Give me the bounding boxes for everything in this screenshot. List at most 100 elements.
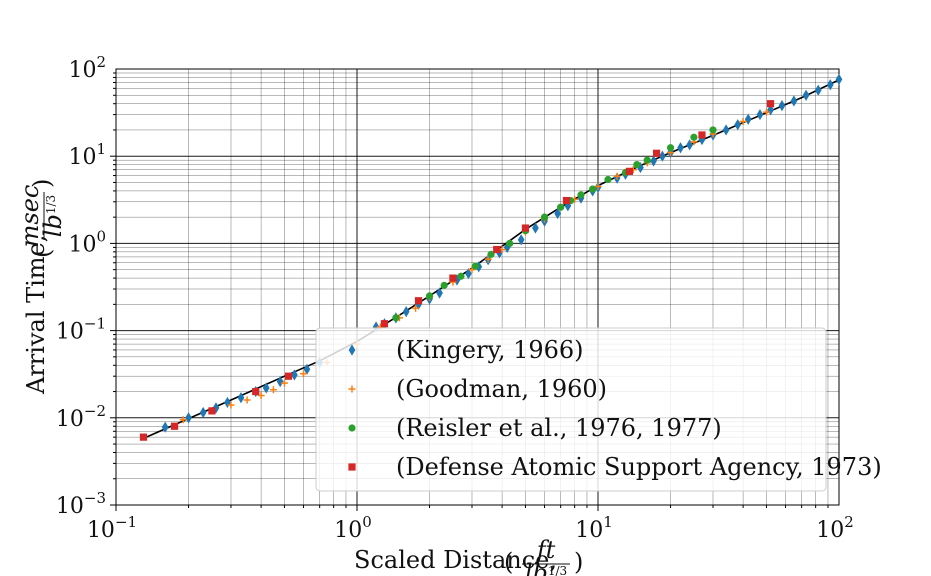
unit-numerator: msec (16, 185, 44, 248)
y-tick-label: 102 (68, 53, 106, 83)
data-point (440, 281, 448, 289)
data-point (161, 421, 169, 433)
data-point (412, 304, 420, 312)
data-point (487, 250, 495, 258)
data-point (604, 175, 612, 184)
data-point (199, 406, 207, 419)
data-point (557, 203, 565, 211)
legend-marker (348, 424, 356, 432)
legend: (Kingery, 1966) (Goodman, 1960) (Reisler e… (315, 327, 882, 492)
legend-label: (Reisler et al., 1976, 1977) (396, 414, 722, 442)
x-tick-label: 100 (334, 513, 372, 543)
data-point (269, 386, 277, 394)
legend-box (315, 327, 827, 492)
x-axis-title: Scaled Distance, (354, 546, 557, 574)
data-point (778, 100, 786, 112)
data-point (666, 144, 675, 152)
data-point (643, 156, 651, 164)
data-point (243, 396, 251, 404)
paren-open: ( (504, 548, 513, 576)
data-point (589, 185, 597, 193)
paren-close: ) (574, 548, 583, 576)
data-point (766, 100, 775, 108)
data-point (633, 161, 641, 169)
data-point (402, 306, 410, 318)
data-point (709, 126, 717, 134)
data-point (449, 274, 457, 282)
data-point (762, 108, 770, 116)
y-tick-label: 101 (68, 140, 106, 170)
data-point (139, 433, 148, 441)
unit-denominator: lb1/3 (525, 559, 567, 576)
axis-ticks (110, 72, 829, 511)
data-point (300, 370, 308, 378)
data-point (652, 149, 661, 157)
data-point (291, 369, 298, 381)
series-3 (139, 100, 775, 441)
data-point (493, 245, 501, 254)
data-point (790, 95, 798, 107)
x-tick-label: 102 (816, 513, 854, 543)
data-point (625, 167, 634, 175)
data-point (392, 314, 400, 322)
data-point (532, 222, 539, 234)
data-point (468, 266, 476, 274)
data-point (594, 182, 602, 190)
data-point (613, 172, 621, 180)
data-point (734, 119, 742, 131)
y-tick-label: 10−1 (56, 315, 106, 345)
paren-open: ( (28, 249, 56, 258)
data-point (208, 407, 216, 415)
legend-marker (348, 344, 356, 356)
data-point (284, 372, 293, 380)
data-point (659, 150, 666, 162)
data-point (814, 84, 822, 96)
data-point (554, 207, 561, 220)
data-point (835, 73, 843, 85)
data-point (465, 268, 472, 280)
data-point (744, 113, 752, 125)
axis-labels: 10−1 100 101 102 10−3 10−2 10−1 100 101 102 Scaled… (16, 53, 854, 576)
plot-frame (115, 68, 840, 506)
x-tick-label: 101 (575, 513, 613, 543)
legend-marker (348, 385, 356, 393)
data-point (739, 117, 747, 125)
data-point (517, 234, 525, 246)
data-point (577, 191, 585, 199)
legend-label: (Kingery, 1966) (396, 336, 584, 364)
y-axis-title: Arrival Time, (22, 235, 50, 395)
data-point (650, 155, 657, 167)
data-point (179, 416, 187, 424)
data-point (237, 392, 245, 404)
data-point (826, 79, 834, 91)
data-point (227, 401, 235, 409)
data-point (540, 213, 549, 221)
data-point (262, 382, 270, 394)
data-point (252, 387, 260, 396)
paren-close: ) (28, 179, 56, 188)
data-point (414, 297, 423, 305)
data-point (257, 392, 265, 400)
data-point (224, 396, 231, 409)
data-point (521, 224, 530, 232)
data-point (690, 133, 698, 141)
data-point (677, 142, 684, 154)
data-point (276, 376, 284, 388)
unit-numerator: ft (535, 536, 556, 564)
data-point (280, 379, 288, 387)
legend-label: (Defense Atomic Support Agency, 1973) (396, 453, 882, 481)
data-point (471, 262, 480, 270)
data-point (380, 320, 389, 328)
data-point (484, 255, 492, 263)
unit-denominator: lb1/3 (39, 195, 67, 237)
data-point (562, 196, 571, 205)
legend-label: (Goodman, 1960) (396, 375, 607, 403)
data-point (425, 292, 434, 300)
data-point (756, 109, 764, 121)
legend-marker (348, 463, 356, 471)
data-point (457, 272, 465, 280)
